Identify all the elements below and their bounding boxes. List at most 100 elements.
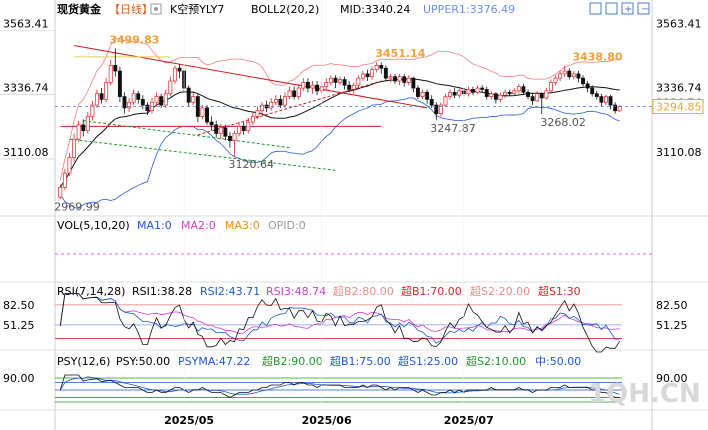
- last-price-text: 3294.85: [656, 101, 702, 114]
- price-tick-label-left-0: 3563.41: [3, 17, 49, 30]
- zoom-out-icon[interactable]: [637, 2, 650, 15]
- annotation-0: 3499.83: [109, 33, 159, 46]
- indicator-name: K空预YLY7: [170, 2, 224, 16]
- psy-header: PSY(12,6) PSY:50.00 PSYMA:47.22 超B2:90.0…: [57, 354, 581, 368]
- watermark: 1QH.CN: [588, 379, 701, 409]
- candle-body-76: [406, 77, 411, 83]
- rsi-b1-label: 超B1:70.00: [401, 284, 462, 298]
- candle-body-116: [590, 87, 595, 95]
- candle-body-119: [603, 96, 608, 103]
- candle-body-51: [292, 90, 297, 97]
- psy-mid-label: 中:50.00: [535, 355, 581, 368]
- candle-body-0: [58, 186, 63, 198]
- candle-body-87: [457, 90, 462, 96]
- annotation-2: 3438.80: [572, 51, 622, 64]
- period-label[interactable]: 【日线】: [109, 2, 153, 16]
- candle-body-40: [241, 125, 246, 131]
- psyma-line: [59, 376, 620, 395]
- price-header: 现货黄金 【日线】 K空预YLY7 BOLL2(20,2) MID:3340.2…: [57, 2, 515, 16]
- candle-body-71: [383, 67, 388, 79]
- layout-icon[interactable]: [605, 2, 618, 15]
- candle-body-67: [365, 73, 370, 78]
- candle-body-8: [95, 93, 99, 106]
- rsi-s1-label: 超S1:30: [538, 284, 581, 298]
- candle-body-122: [617, 106, 622, 112]
- candle-body-44: [260, 104, 265, 112]
- candle-body-113: [576, 73, 581, 79]
- candle-body-82: [434, 104, 439, 114]
- annotation-1: 3451.14: [375, 47, 425, 60]
- candle-body-15: [127, 101, 132, 109]
- candle-body-49: [283, 96, 287, 106]
- minus-glyph-icon: −: [641, 4, 649, 15]
- rsi3-line: [59, 293, 620, 334]
- x-label-1: 2025/06: [302, 414, 352, 427]
- candle-body-109: [558, 73, 563, 79]
- candle-body-68: [370, 69, 375, 78]
- candle-body-42: [250, 116, 255, 123]
- candle-body-115: [585, 83, 590, 89]
- last-price-marker: 3294.85: [55, 99, 704, 115]
- candle-body-81: [429, 99, 434, 106]
- candle-body-1: [62, 172, 67, 188]
- annotation-5: 3268.02: [540, 116, 586, 129]
- rsi2-label: RSI2:43.71: [200, 285, 260, 298]
- candle-body-110: [562, 70, 567, 75]
- zoom-in-icon[interactable]: [621, 2, 634, 15]
- vol-opid: OPID:0: [268, 219, 306, 232]
- rsi1-label: RSI1:38.28: [132, 285, 192, 298]
- annotation-7: 2969.99: [54, 201, 99, 214]
- candle-body-12: [113, 65, 118, 72]
- candle-body-56: [315, 84, 320, 92]
- candle-body-36: [223, 127, 228, 137]
- candle-body-106: [544, 90, 549, 99]
- psy-line: [59, 374, 620, 398]
- candle-body-70: [379, 65, 384, 69]
- candle-body-86: [452, 91, 457, 96]
- candle-body-62: [342, 79, 347, 86]
- candle-body-28: [186, 87, 191, 103]
- vol-title: VOL(5,10,20): [57, 219, 130, 232]
- candle-body-92: [480, 87, 485, 90]
- time-axis: 2025/05 2025/06 2025/07: [164, 0, 494, 427]
- psy-value: PSY:50.00: [116, 355, 170, 368]
- rsi-plot: 82.50 82.50 51.25 51.25: [3, 293, 688, 353]
- candle-body-93: [484, 89, 489, 97]
- candle-body-64: [351, 84, 356, 90]
- candle-body-24: [168, 80, 173, 95]
- volume-header: VOL(5,10,20) MA1:0 MA2:0 MA3:0 OPID:0: [57, 219, 306, 232]
- rsi-tick-right-1: 51.25: [656, 319, 688, 332]
- price-tick-label-left-1: 3336.74: [3, 82, 49, 95]
- rsi3-label: RSI3:48.74: [266, 285, 326, 298]
- rsi-tick-right-0: 82.50: [656, 299, 688, 312]
- candle-body-21: [154, 96, 159, 103]
- candle-body-104: [535, 93, 540, 102]
- psy-s2-label: 超S2:10.00: [466, 354, 526, 368]
- candle-body-65: [356, 77, 361, 86]
- candle-body-91: [475, 87, 480, 93]
- candle-body-43: [255, 110, 260, 117]
- grid-icon[interactable]: [589, 2, 602, 15]
- rsi1-line: [59, 293, 621, 353]
- candle-body-84: [443, 96, 448, 106]
- candlesticks: [58, 48, 622, 200]
- candle-body-23: [163, 93, 168, 106]
- candle-body-16: [131, 93, 136, 103]
- candle-body-111: [567, 70, 572, 78]
- candle-body-29: [191, 96, 196, 103]
- candle-body-98: [507, 91, 512, 95]
- candle-body-73: [393, 76, 397, 82]
- annotation-6: 3120.64: [229, 158, 275, 171]
- candle-body-31: [200, 107, 205, 117]
- boll-lower-line: [59, 97, 620, 209]
- rsi-tick-left-1: 51.25: [3, 319, 35, 332]
- candle-body-69: [374, 65, 379, 70]
- candle-body-96: [498, 94, 503, 100]
- price-tick-label-right-0: 3563.41: [656, 17, 702, 30]
- candle-body-114: [581, 77, 585, 85]
- settings-icon[interactable]: [150, 3, 162, 15]
- candle-body-33: [209, 121, 214, 126]
- candle-body-112: [571, 73, 576, 78]
- candle-body-121: [613, 104, 618, 112]
